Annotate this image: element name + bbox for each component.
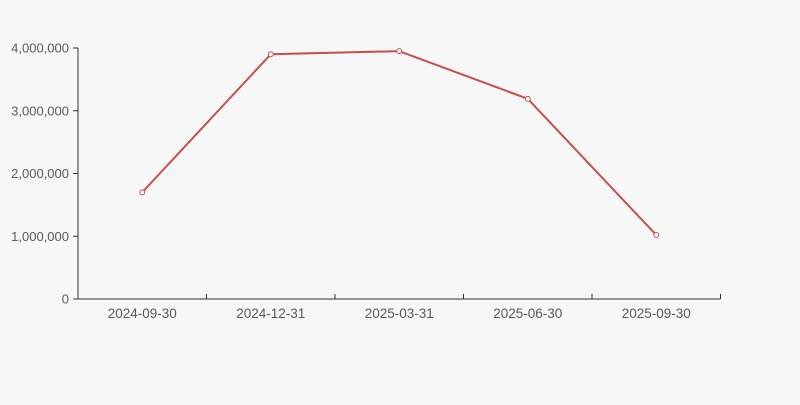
data-point-marker (653, 231, 660, 238)
x-axis-tick-label: 2025-03-31 (365, 306, 434, 321)
y-axis-tick-label: 2,000,000 (11, 166, 69, 181)
x-axis-tick-label: 2025-09-30 (622, 306, 691, 321)
data-point-marker (524, 95, 531, 102)
data-point-marker (396, 48, 403, 55)
y-axis-tick-label: 3,000,000 (11, 103, 69, 118)
data-point-marker (267, 51, 274, 58)
y-axis-tick-label: 4,000,000 (11, 41, 69, 56)
data-point-marker (139, 189, 146, 196)
y-axis-tick-label: 0 (62, 292, 69, 307)
series-line (141, 50, 657, 236)
x-axis-tick-label: 2024-09-30 (108, 306, 177, 321)
x-axis-tick-label: 2025-06-30 (493, 306, 562, 321)
x-axis-tick-label: 2024-12-31 (236, 306, 305, 321)
y-axis-tick-label: 1,000,000 (11, 229, 69, 244)
